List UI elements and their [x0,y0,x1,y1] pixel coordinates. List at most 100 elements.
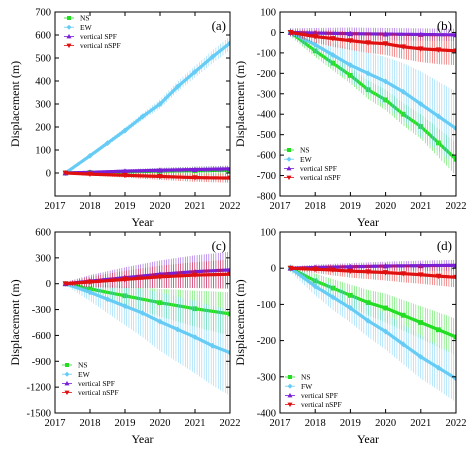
y-tick-label: -300 [32,305,51,316]
data-point [104,296,111,303]
data-point [227,165,230,172]
y-tick-label: -700 [257,171,276,182]
data-point [157,101,163,107]
data-point [417,31,424,37]
data-point [417,101,424,107]
data-point [312,41,319,48]
data-point [382,78,389,85]
x-tick-label: 2019 [115,418,136,429]
series-vertical-nspf [62,170,230,183]
data-point [329,267,336,273]
x-tick-label: 2020 [150,418,171,429]
data-point [174,326,181,333]
data-point [347,305,354,311]
legend-entry: NS [300,146,310,155]
series-line [65,272,230,286]
legend-entry: vertical nSPF [78,388,119,397]
data-point [87,289,93,296]
data-point [453,274,456,281]
data-point [122,172,128,179]
series-line [290,30,456,53]
x-tick-label: 2020 [375,201,396,212]
y-axis-label: Displacement (m) [233,279,247,365]
y-tick-label: 500 [35,54,51,65]
legend-entry: NS [80,14,90,23]
x-tick-label: 2021 [185,418,206,429]
y-axis-label: Displacement (m) [8,61,22,147]
legend-entry: vertical SPF [300,164,337,173]
data-point [312,48,318,54]
y-tick-label: -400 [257,409,276,420]
x-tick-label: 2022 [446,418,467,429]
y-tick-label: 200 [35,123,51,134]
legend-marker [66,33,72,39]
chart-panel-4: 2017 2018 2019 2020 2021 2022 100 0 -100 -200 -300… [233,228,467,447]
legend-marker [287,148,291,152]
y-tick-label: 300 [35,100,51,111]
data-point [382,270,389,276]
data-point [122,168,128,174]
y-tick-label: 100 [260,8,276,19]
plot-frame [279,231,457,414]
series-line [289,266,456,339]
data-point [417,353,424,360]
data-point [435,364,442,371]
x-axis-label: Year [357,215,379,229]
data-point [157,167,163,173]
data-point [87,279,93,285]
x-tick-label: 2018 [305,418,326,429]
x-tick-label: 2017 [45,418,66,429]
x-tick-label: 2017 [45,201,66,212]
x-axis-label: Year [357,432,379,446]
data-point [122,293,128,299]
x-tick-label: 2021 [185,201,206,212]
y-tick-label: 100 [260,228,276,239]
x-tick-label: 2019 [340,201,361,212]
data-point [435,273,442,280]
plot-area [62,36,230,183]
legend-entry: vertical nSPF [301,400,342,409]
legend-marker [65,363,69,367]
data-point [417,272,424,278]
series-vertical-nspf [62,259,230,289]
y-tick-label: -300 [257,89,276,100]
panel-label: (d) [437,238,452,253]
y-tick-label: 600 [35,31,51,42]
panel-label: (c) [212,238,226,253]
y-tick-label: -600 [257,151,276,162]
data-point [157,274,163,280]
legend-marker [286,156,292,162]
x-tick-label: 2022 [220,201,241,212]
data-point [122,277,128,283]
legend-marker [287,402,293,408]
legend-marker [66,43,72,49]
legend-marker [64,380,70,386]
y-tick-label: 0 [271,28,276,39]
data-point [453,48,456,54]
y-tick-label: -400 [257,110,276,121]
y-tick-label: -100 [257,300,276,311]
series-vertical-spf [62,165,230,176]
data-point [435,113,442,120]
data-point [312,34,319,40]
data-point [348,72,353,78]
legend-marker [287,392,293,398]
legend-marker [286,175,292,181]
y-tick-label: 700 [35,8,51,19]
legend-entry: NS [78,361,88,370]
series-line [289,266,456,380]
series-line [65,171,230,180]
data-point [400,88,407,95]
data-point [192,68,198,75]
plot-area [287,259,456,403]
series-ew [287,28,456,166]
series-line [64,282,230,355]
data-point [418,320,424,325]
x-tick-label: 2018 [80,418,101,429]
y-tick-label: 600 [35,228,51,239]
data-point [453,262,456,268]
legend-entry: vertical SPF [301,391,338,400]
data-point [348,292,353,298]
legend-entry: vertical SPF [78,379,115,388]
